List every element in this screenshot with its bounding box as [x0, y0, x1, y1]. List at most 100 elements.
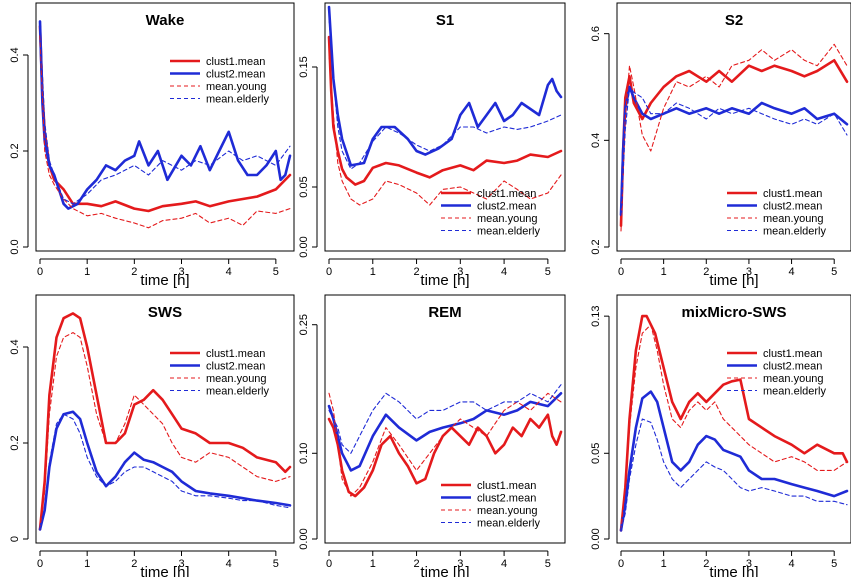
legend-label: mean.young — [763, 213, 824, 225]
x-tick-label: 3 — [746, 558, 752, 570]
x-tick-label: 0 — [618, 266, 624, 278]
series-line-c1 — [38, 312, 292, 531]
y-tick-label: 0.00 — [298, 528, 310, 549]
series-line-yg — [39, 332, 291, 530]
panel-title: Wake — [146, 12, 185, 29]
legend-label: clust1.mean — [206, 56, 265, 68]
legend: clust1.meanclust2.meanmean.youngmean.eld… — [727, 348, 826, 398]
x-tick-label: 1 — [370, 558, 376, 570]
x-tick-label: 5 — [545, 558, 551, 570]
x-axis-label: time [h] — [420, 564, 469, 577]
panel-2: S2 0.2 0.4 0.6 0 1 2 3 4 5 time [h] clust1.meanclus… — [590, 2, 851, 289]
series-line-c2 — [327, 5, 563, 167]
panel-1: S1 0.00 0.05 0.15 0 1 2 3 4 5 time [h] clust1.meanc… — [298, 2, 566, 289]
series-line-yg — [328, 392, 562, 497]
legend-label: clust2.mean — [206, 69, 265, 81]
x-axis-label: time [h] — [140, 564, 189, 577]
legend-label: clust1.mean — [477, 480, 536, 492]
series-line-el — [620, 86, 848, 216]
y-tick-label: 0.4 — [9, 339, 21, 354]
legend-label: mean.elderly — [477, 518, 540, 530]
panel-3: SWS 0 0.2 0.4 0 1 2 3 4 5 time [h] clust1.meanclust… — [9, 294, 295, 577]
legend-label: mean.elderly — [477, 226, 540, 238]
legend-label: clust2.mean — [763, 201, 822, 213]
series-line-el — [328, 18, 562, 170]
panel-title: mixMicro-SWS — [681, 304, 786, 321]
series-line-yg — [620, 43, 848, 232]
legend: clust1.meanclust2.meanmean.youngmean.eld… — [441, 188, 540, 238]
x-tick-label: 1 — [661, 558, 667, 570]
series-line-c2 — [38, 20, 292, 210]
x-tick-label: 3 — [457, 558, 463, 570]
panel-5: mixMicro-SWS 0.00 0.05 0.13 0 1 2 3 4 5 time [h] cl… — [590, 294, 851, 577]
x-tick-label: 0 — [326, 266, 332, 278]
series-line-c1 — [619, 314, 849, 532]
legend-label: clust1.mean — [763, 348, 822, 360]
x-tick-label: 3 — [178, 266, 184, 278]
legend: clust1.meanclust2.meanmean.youngmean.eld… — [727, 188, 826, 238]
x-tick-label: 2 — [131, 558, 137, 570]
x-tick-label: 4 — [501, 558, 507, 570]
y-tick-label: 0.4 — [590, 133, 602, 148]
x-tick-label: 0 — [37, 266, 43, 278]
plot-frame — [35, 2, 295, 252]
plot-frame — [324, 2, 566, 252]
y-tick-label: 0.10 — [298, 443, 310, 464]
x-tick-label: 1 — [370, 266, 376, 278]
y-tick-label: 0.2 — [9, 435, 21, 450]
x-tick-label: 4 — [226, 558, 232, 570]
x-tick-label: 0 — [37, 558, 43, 570]
x-tick-label: 5 — [273, 558, 279, 570]
y-tick-label: 0.0 — [9, 239, 21, 254]
legend: clust1.meanclust2.meanmean.youngmean.eld… — [441, 480, 540, 530]
x-axis-label: time [h] — [709, 272, 758, 289]
legend-label: clust2.mean — [477, 493, 536, 505]
y-tick-label: 0.2 — [590, 239, 602, 254]
plot-frame — [35, 294, 295, 544]
legend-label: mean.elderly — [763, 386, 826, 398]
plot-frame — [616, 2, 851, 252]
series-line-el — [39, 20, 291, 205]
x-tick-label: 2 — [413, 266, 419, 278]
x-axis-label: time [h] — [420, 272, 469, 289]
x-tick-label: 0 — [326, 558, 332, 570]
legend-label: clust2.mean — [206, 361, 265, 373]
legend-label: mean.young — [206, 81, 267, 93]
x-tick-label: 1 — [84, 266, 90, 278]
legend-label: clust1.mean — [477, 188, 536, 200]
series-line-el — [39, 413, 291, 530]
series-line-c1 — [619, 58, 849, 227]
x-tick-label: 5 — [831, 266, 837, 278]
x-tick-label: 4 — [501, 266, 507, 278]
panel-title: S2 — [725, 12, 743, 29]
y-tick-label: 0.05 — [298, 176, 310, 197]
legend-label: clust1.mean — [206, 348, 265, 360]
plot-frame — [324, 294, 566, 544]
panel-4: REM 0.00 0.10 0.25 0 1 2 3 4 5 time [h] clust1.mean… — [298, 294, 566, 577]
legend-label: clust1.mean — [763, 188, 822, 200]
series-line-c1 — [327, 35, 563, 186]
panel-title: REM — [428, 304, 461, 321]
panel-0: Wake 0.0 0.2 0.4 0 1 2 3 4 5 time [h] clust1.meancl… — [9, 2, 295, 289]
y-tick-label: 0.13 — [590, 305, 602, 326]
legend-label: mean.elderly — [206, 94, 269, 106]
x-tick-label: 5 — [831, 558, 837, 570]
legend-label: mean.young — [477, 505, 538, 517]
x-tick-label: 1 — [661, 266, 667, 278]
x-tick-label: 3 — [746, 266, 752, 278]
legend-label: mean.young — [477, 213, 538, 225]
y-tick-label: 0.15 — [298, 56, 310, 77]
series-line-el — [620, 418, 848, 531]
x-tick-label: 4 — [789, 266, 795, 278]
legend-label: clust2.mean — [477, 201, 536, 213]
x-axis-label: time [h] — [140, 272, 189, 289]
series-line-yg — [328, 54, 562, 206]
y-tick-label: 0.25 — [298, 314, 310, 335]
plot-frame — [616, 294, 851, 544]
panel-title: S1 — [436, 12, 454, 29]
legend-label: mean.young — [763, 373, 824, 385]
legend-label: clust2.mean — [763, 361, 822, 373]
legend-label: mean.elderly — [206, 386, 269, 398]
x-tick-label: 4 — [789, 558, 795, 570]
y-tick-label: 0.00 — [590, 528, 602, 549]
